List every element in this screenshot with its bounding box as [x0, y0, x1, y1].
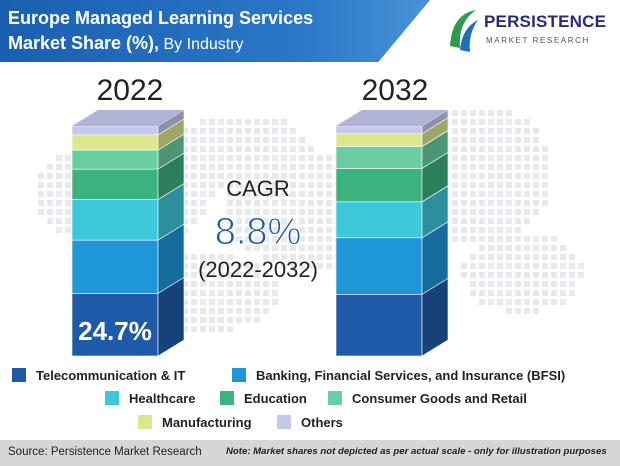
legend-swatch-bfsi [232, 368, 246, 382]
company-logo: PERSISTENCE MARKET RESEARCH [446, 6, 616, 58]
logo-name: PERSISTENCE [484, 12, 607, 31]
bar-side-2032-others [421, 109, 449, 135]
logo-subtitle: MARKET RESEARCH [486, 36, 590, 45]
bar-segment-2032-telecommunication-it [335, 294, 423, 357]
legend-item-others: Others [277, 415, 343, 430]
legend-label-consumer-goods: Consumer Goods and Retail [352, 391, 527, 406]
data-label-2022-telecom: 24.7% [78, 316, 152, 346]
bar-segment-2022-consumer-goods-and-retail [71, 149, 159, 170]
legend-label-bfsi: Banking, Financial Services, and Insuran… [256, 368, 566, 383]
chart-title-main: Market Share (%), [8, 33, 160, 53]
cagr-label: CAGR [226, 176, 290, 201]
bar-segment-2022-banking-financial-services-and-insurance-bfsi [71, 239, 159, 294]
legend-swatch-consumer-goods [328, 391, 342, 405]
bar-segment-2032-consumer-goods-and-retail [335, 146, 423, 169]
bar-segment-2022-others [71, 125, 159, 136]
chart-title-line1: Europe Managed Learning Services [8, 8, 314, 28]
legend-label-healthcare: Healthcare [129, 391, 196, 406]
legend-swatch-telecom [12, 368, 26, 382]
bar-segment-2032-banking-financial-services-and-insurance-bfsi [335, 237, 423, 295]
legend-label-telecom: Telecommunication & IT [36, 368, 186, 383]
bar-segment-2022-telecommunication-it [71, 293, 159, 357]
bar-group [71, 109, 449, 357]
x-tick-label-2022: 2022 [97, 74, 164, 107]
cagr-value: 8.8% [215, 211, 302, 253]
footer-note: Note: Market shares not depicted as per … [226, 446, 607, 457]
legend-item-consumer-goods: Consumer Goods and Retail [328, 391, 527, 406]
footer-bar: Source: Persistence Market Research Note… [0, 440, 620, 466]
stacked-bar-chart: 2022 2032 CAGR 8.8% (2022-2032) 24.7% [38, 74, 584, 357]
legend-item-manufacturing: Manufacturing [138, 415, 252, 430]
chart-legend: Telecommunication & IT Banking, Financia… [0, 362, 620, 440]
legend-item-telecom: Telecommunication & IT [12, 368, 185, 383]
bar-segment-2022-education [71, 168, 159, 200]
bar-segment-2032-healthcare [335, 201, 423, 239]
cagr-period: (2022-2032) [198, 257, 318, 282]
legend-item-education: Education [220, 391, 307, 406]
legend-label-others: Others [301, 415, 343, 430]
legend-swatch-education [220, 391, 234, 405]
title-banner [0, 0, 430, 62]
legend-label-education: Education [244, 391, 307, 406]
bar-segment-2022-healthcare [71, 199, 159, 241]
logo-mark-icon [450, 10, 478, 52]
bar-top-2022 [72, 110, 184, 126]
chart-title-sub: By Industry [159, 36, 244, 53]
bar-segment-2022-manufacturing [71, 134, 159, 151]
bar-segment-2032-manufacturing [335, 133, 423, 147]
legend-item-bfsi: Banking, Financial Services, and Insuran… [232, 368, 565, 383]
legend-swatch-others [277, 415, 291, 429]
legend-swatch-healthcare [105, 391, 119, 405]
legend-item-healthcare: Healthcare [105, 391, 195, 406]
legend-label-manufacturing: Manufacturing [162, 415, 252, 430]
bar-segment-2032-education [335, 168, 423, 203]
footer-source: Source: Persistence Market Research [8, 446, 202, 458]
chart-title-line2: Market Share (%), By Industry [8, 33, 244, 54]
legend-swatch-manufacturing [138, 415, 152, 429]
chart-title: Europe Managed Learning Services [8, 8, 313, 29]
bar-segment-2032-others [335, 125, 423, 135]
x-tick-label-2032: 2032 [362, 74, 429, 107]
bar-top-2032 [336, 110, 448, 126]
